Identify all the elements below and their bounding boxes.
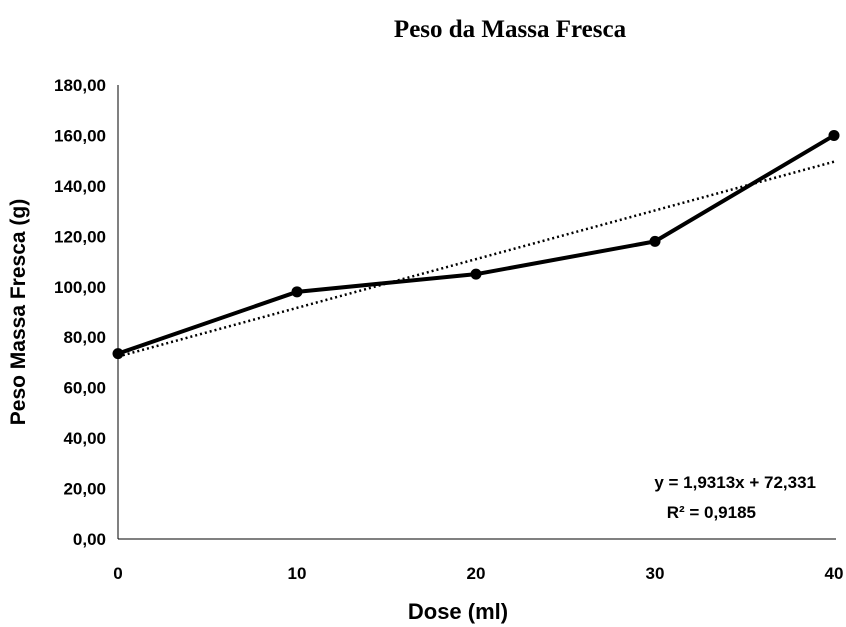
x-axis-title: Dose (ml)	[408, 599, 508, 624]
y-tick-labels: 0,00 20,00 40,00 60,00 80,00 100,00 120,00 140,…	[54, 76, 106, 549]
data-point	[112, 348, 124, 360]
series-line	[117, 133, 836, 356]
trendline-equation: y = 1,9313x + 72,331	[654, 473, 816, 492]
y-tick-label: 40,00	[63, 429, 106, 448]
y-tick-label: 60,00	[63, 379, 106, 398]
x-tick-label: 30	[646, 564, 665, 583]
x-tick-labels: 0 10 20 30 40	[113, 564, 843, 583]
x-tick-label: 0	[113, 564, 122, 583]
y-axis-title: Peso Massa Fresca (g)	[7, 199, 30, 425]
y-tick-label: 140,00	[54, 177, 106, 196]
trendline	[117, 160, 835, 358]
data-point	[470, 268, 482, 280]
x-tick-label: 20	[467, 564, 486, 583]
data-points	[112, 129, 840, 360]
y-tick-label: 180,00	[54, 76, 106, 95]
data-point	[649, 235, 661, 247]
y-tick-label: 80,00	[63, 328, 106, 347]
x-tick-label: 10	[288, 564, 307, 583]
data-point	[291, 286, 303, 298]
y-tick-label: 20,00	[63, 480, 106, 499]
y-tick-label: 0,00	[73, 530, 106, 549]
y-tick-label: 160,00	[54, 126, 106, 145]
data-point	[828, 129, 840, 141]
y-tick-label: 120,00	[54, 227, 106, 246]
chart-title: Peso da Massa Fresca	[394, 16, 627, 43]
y-tick-label: 100,00	[54, 278, 106, 297]
r-squared: R² = 0,9185	[667, 503, 756, 522]
x-tick-label: 40	[825, 564, 844, 583]
